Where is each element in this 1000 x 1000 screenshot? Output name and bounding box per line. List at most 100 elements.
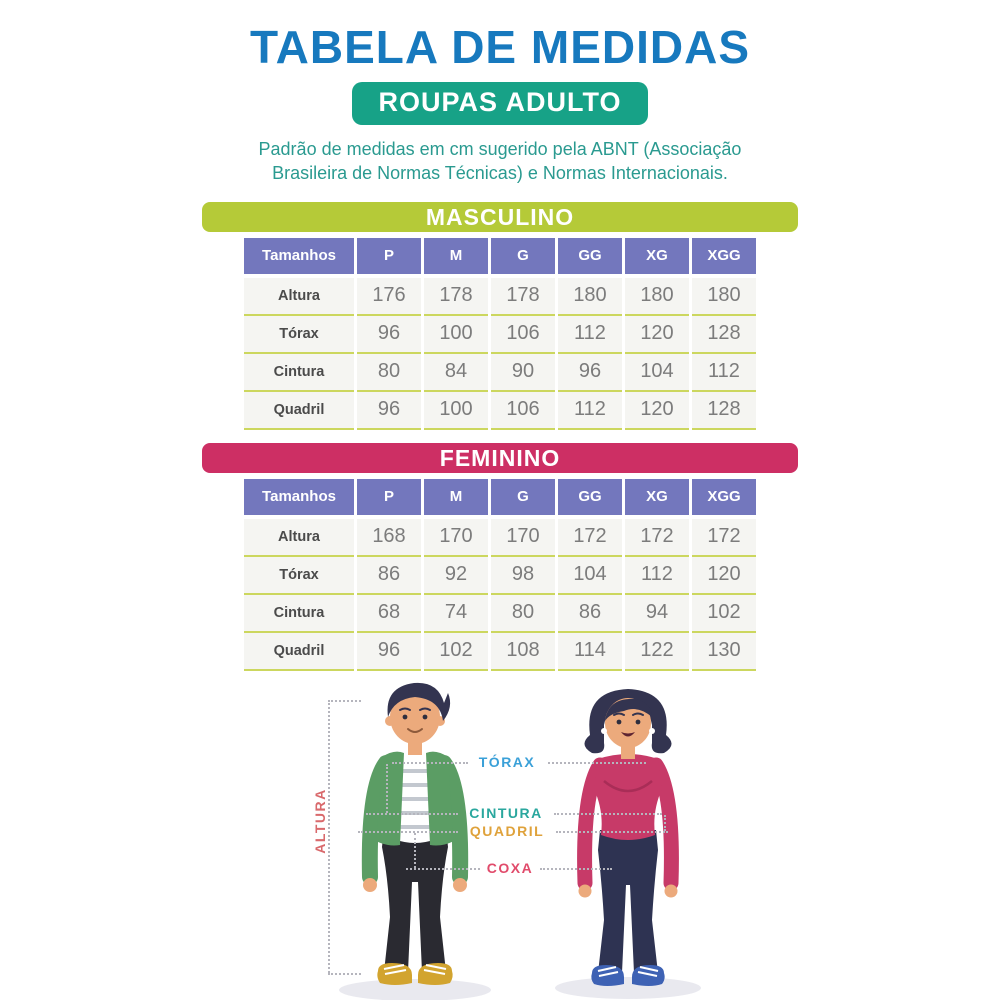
cell-value: 112 <box>625 556 689 595</box>
table-row-cintura: Cintura 80 84 90 96 104 112 <box>244 353 756 392</box>
cell-value: 112 <box>692 353 756 392</box>
man-hair <box>387 682 451 721</box>
masculino-size-table: Tamanhos P M G GG XG XGG Altura 176 178 … <box>241 237 759 430</box>
man-quadril-coxa-guide <box>414 832 416 868</box>
woman-shadow <box>555 976 701 999</box>
quadril-line-right <box>556 830 668 833</box>
man-right-eye <box>422 714 428 720</box>
body-measurement-diagram: ALTURA TÓRAX CINTURA QUADRIL COXA <box>0 677 1000 1000</box>
man-pants <box>382 826 448 972</box>
description-line-1: Padrão de medidas em cm sugerido pela AB… <box>258 139 742 159</box>
cell-value: 178 <box>491 277 555 316</box>
row-label: Altura <box>244 518 354 557</box>
cell-value: 84 <box>424 353 488 392</box>
column-header-g: G <box>491 237 555 278</box>
column-header-p: P <box>357 237 421 278</box>
man-mouth <box>407 727 423 733</box>
column-header-tamanhos: Tamanhos <box>244 237 354 278</box>
cell-value: 180 <box>625 277 689 316</box>
row-label: Quadril <box>244 391 354 430</box>
cell-value: 120 <box>692 556 756 595</box>
quadril-label: QUADRIL <box>469 822 545 839</box>
man-cardigan-left <box>376 751 404 846</box>
woman-mouth <box>621 731 635 737</box>
cell-value: 172 <box>692 518 756 557</box>
column-header-xg: XG <box>625 237 689 278</box>
column-header-m: M <box>424 478 488 519</box>
cell-value: 108 <box>491 632 555 671</box>
adult-clothes-badge: ROUPAS ADULTO <box>352 82 648 125</box>
column-header-gg: GG <box>558 478 622 519</box>
row-label: Tórax <box>244 315 354 354</box>
cell-value: 130 <box>692 632 756 671</box>
cell-value: 100 <box>424 315 488 354</box>
cintura-label: CINTURA <box>469 804 543 821</box>
man-cardigan-right <box>426 751 454 846</box>
column-header-xgg: XGG <box>692 237 756 278</box>
woman-right-hand <box>664 884 678 898</box>
cell-value: 106 <box>491 315 555 354</box>
header: TABELA DE MEDIDAS ROUPAS ADULTO Padrão d… <box>0 0 1000 186</box>
cell-value: 114 <box>558 632 622 671</box>
man-left-hand <box>363 877 377 892</box>
man-right-hand <box>453 877 467 892</box>
feminino-table-header: Tamanhos P M G GG XG XGG <box>244 478 756 519</box>
cell-value: 180 <box>558 277 622 316</box>
cell-value: 176 <box>357 277 421 316</box>
cell-value: 128 <box>692 391 756 430</box>
cell-value: 168 <box>357 518 421 557</box>
cell-value: 180 <box>692 277 756 316</box>
row-label: Cintura <box>244 353 354 392</box>
woman-left-eye <box>616 719 622 725</box>
row-label: Tórax <box>244 556 354 595</box>
description: Padrão de medidas em cm sugerido pela AB… <box>0 138 1000 186</box>
feminino-section-bar: FEMININO <box>202 442 798 473</box>
table-row-quadril: Quadril 96 102 108 114 122 130 <box>244 632 756 671</box>
table-row-altura: Altura 168 170 170 172 172 172 <box>244 518 756 557</box>
woman-left-hand <box>578 884 592 898</box>
description-line-2: Brasileira de Normas Técnicas) e Normas … <box>272 162 728 183</box>
column-header-xgg: XGG <box>692 478 756 519</box>
cell-value: 120 <box>625 315 689 354</box>
cell-value: 68 <box>357 594 421 633</box>
woman-left-earring <box>601 727 607 734</box>
torax-line-left <box>392 761 468 764</box>
cell-value: 172 <box>625 518 689 557</box>
woman-sweater <box>594 753 662 840</box>
woman-pants <box>598 829 658 973</box>
woman-right-earring <box>649 727 655 734</box>
column-header-tamanhos: Tamanhos <box>244 478 354 519</box>
cell-value: 112 <box>558 315 622 354</box>
cell-value: 90 <box>491 353 555 392</box>
torax-line-right <box>548 761 646 764</box>
row-label: Cintura <box>244 594 354 633</box>
cell-value: 106 <box>491 391 555 430</box>
header-row: Tamanhos P M G GG XG XGG <box>244 237 756 278</box>
cell-value: 96 <box>357 315 421 354</box>
column-header-m: M <box>424 237 488 278</box>
torax-label: TÓRAX <box>478 753 536 770</box>
column-header-g: G <box>491 478 555 519</box>
cell-value: 96 <box>558 353 622 392</box>
coxa-line-left <box>406 867 480 870</box>
row-label: Altura <box>244 277 354 316</box>
page-title: TABELA DE MEDIDAS <box>250 21 750 73</box>
cell-value: 112 <box>558 391 622 430</box>
cell-value: 122 <box>625 632 689 671</box>
cell-value: 104 <box>558 556 622 595</box>
woman-cintura-quadril-guide <box>664 814 666 831</box>
cell-value: 96 <box>357 391 421 430</box>
row-label: Quadril <box>244 632 354 671</box>
coxa-line-right <box>540 867 612 870</box>
cell-value: 104 <box>625 353 689 392</box>
altura-bracket-bottom-line <box>328 972 361 975</box>
cintura-line-right <box>554 812 662 815</box>
cell-value: 96 <box>357 632 421 671</box>
cell-value: 80 <box>491 594 555 633</box>
quadril-line-left <box>358 830 458 833</box>
cell-value: 86 <box>558 594 622 633</box>
cell-value: 178 <box>424 277 488 316</box>
feminino-size-table: Tamanhos P M G GG XG XGG Altura 168 170 … <box>241 478 759 671</box>
cell-value: 74 <box>424 594 488 633</box>
masculino-section-bar: MASCULINO <box>202 201 798 232</box>
